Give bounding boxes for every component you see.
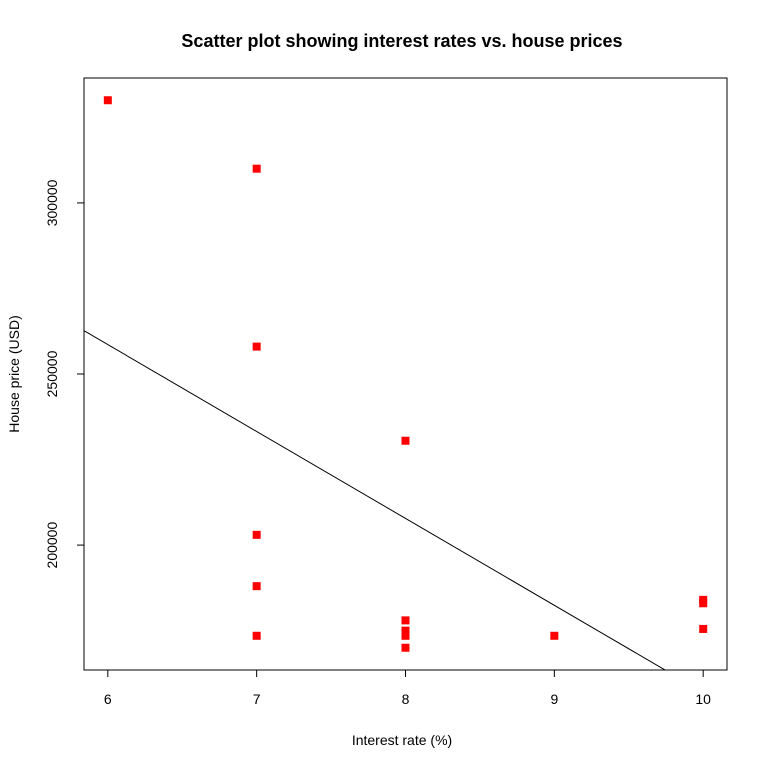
data-point — [699, 624, 708, 633]
y-axis-label: House price (USD) — [6, 315, 22, 432]
data-point — [252, 164, 261, 173]
data-point — [401, 626, 410, 635]
y-tick-label: 300000 — [44, 179, 60, 226]
data-point — [401, 631, 410, 640]
y-tick-label: 200000 — [44, 522, 60, 569]
data-point — [252, 342, 261, 351]
data-point — [252, 530, 261, 539]
data-point — [252, 631, 261, 640]
y-tick-label: 250000 — [44, 350, 60, 397]
data-point — [401, 616, 410, 625]
chart-title: Scatter plot showing interest rates vs. … — [181, 31, 622, 51]
data-point — [401, 643, 410, 652]
x-axis-label: Interest rate (%) — [352, 732, 452, 748]
x-tick-label: 9 — [550, 691, 558, 707]
data-point — [699, 599, 708, 608]
x-tick-label: 7 — [253, 691, 261, 707]
data-point — [252, 582, 261, 591]
y-axis: 200000 250000 300000 — [44, 179, 85, 569]
points-layer — [103, 96, 708, 652]
x-tick-label: 8 — [402, 691, 410, 707]
data-point — [401, 436, 410, 445]
data-point — [103, 96, 112, 105]
data-point — [550, 631, 559, 640]
regression-layer — [84, 330, 667, 670]
x-tick-label: 10 — [695, 691, 711, 707]
x-axis: 6 7 8 9 10 — [104, 669, 711, 707]
x-tick-label: 6 — [104, 691, 112, 707]
regression-line — [84, 330, 667, 670]
